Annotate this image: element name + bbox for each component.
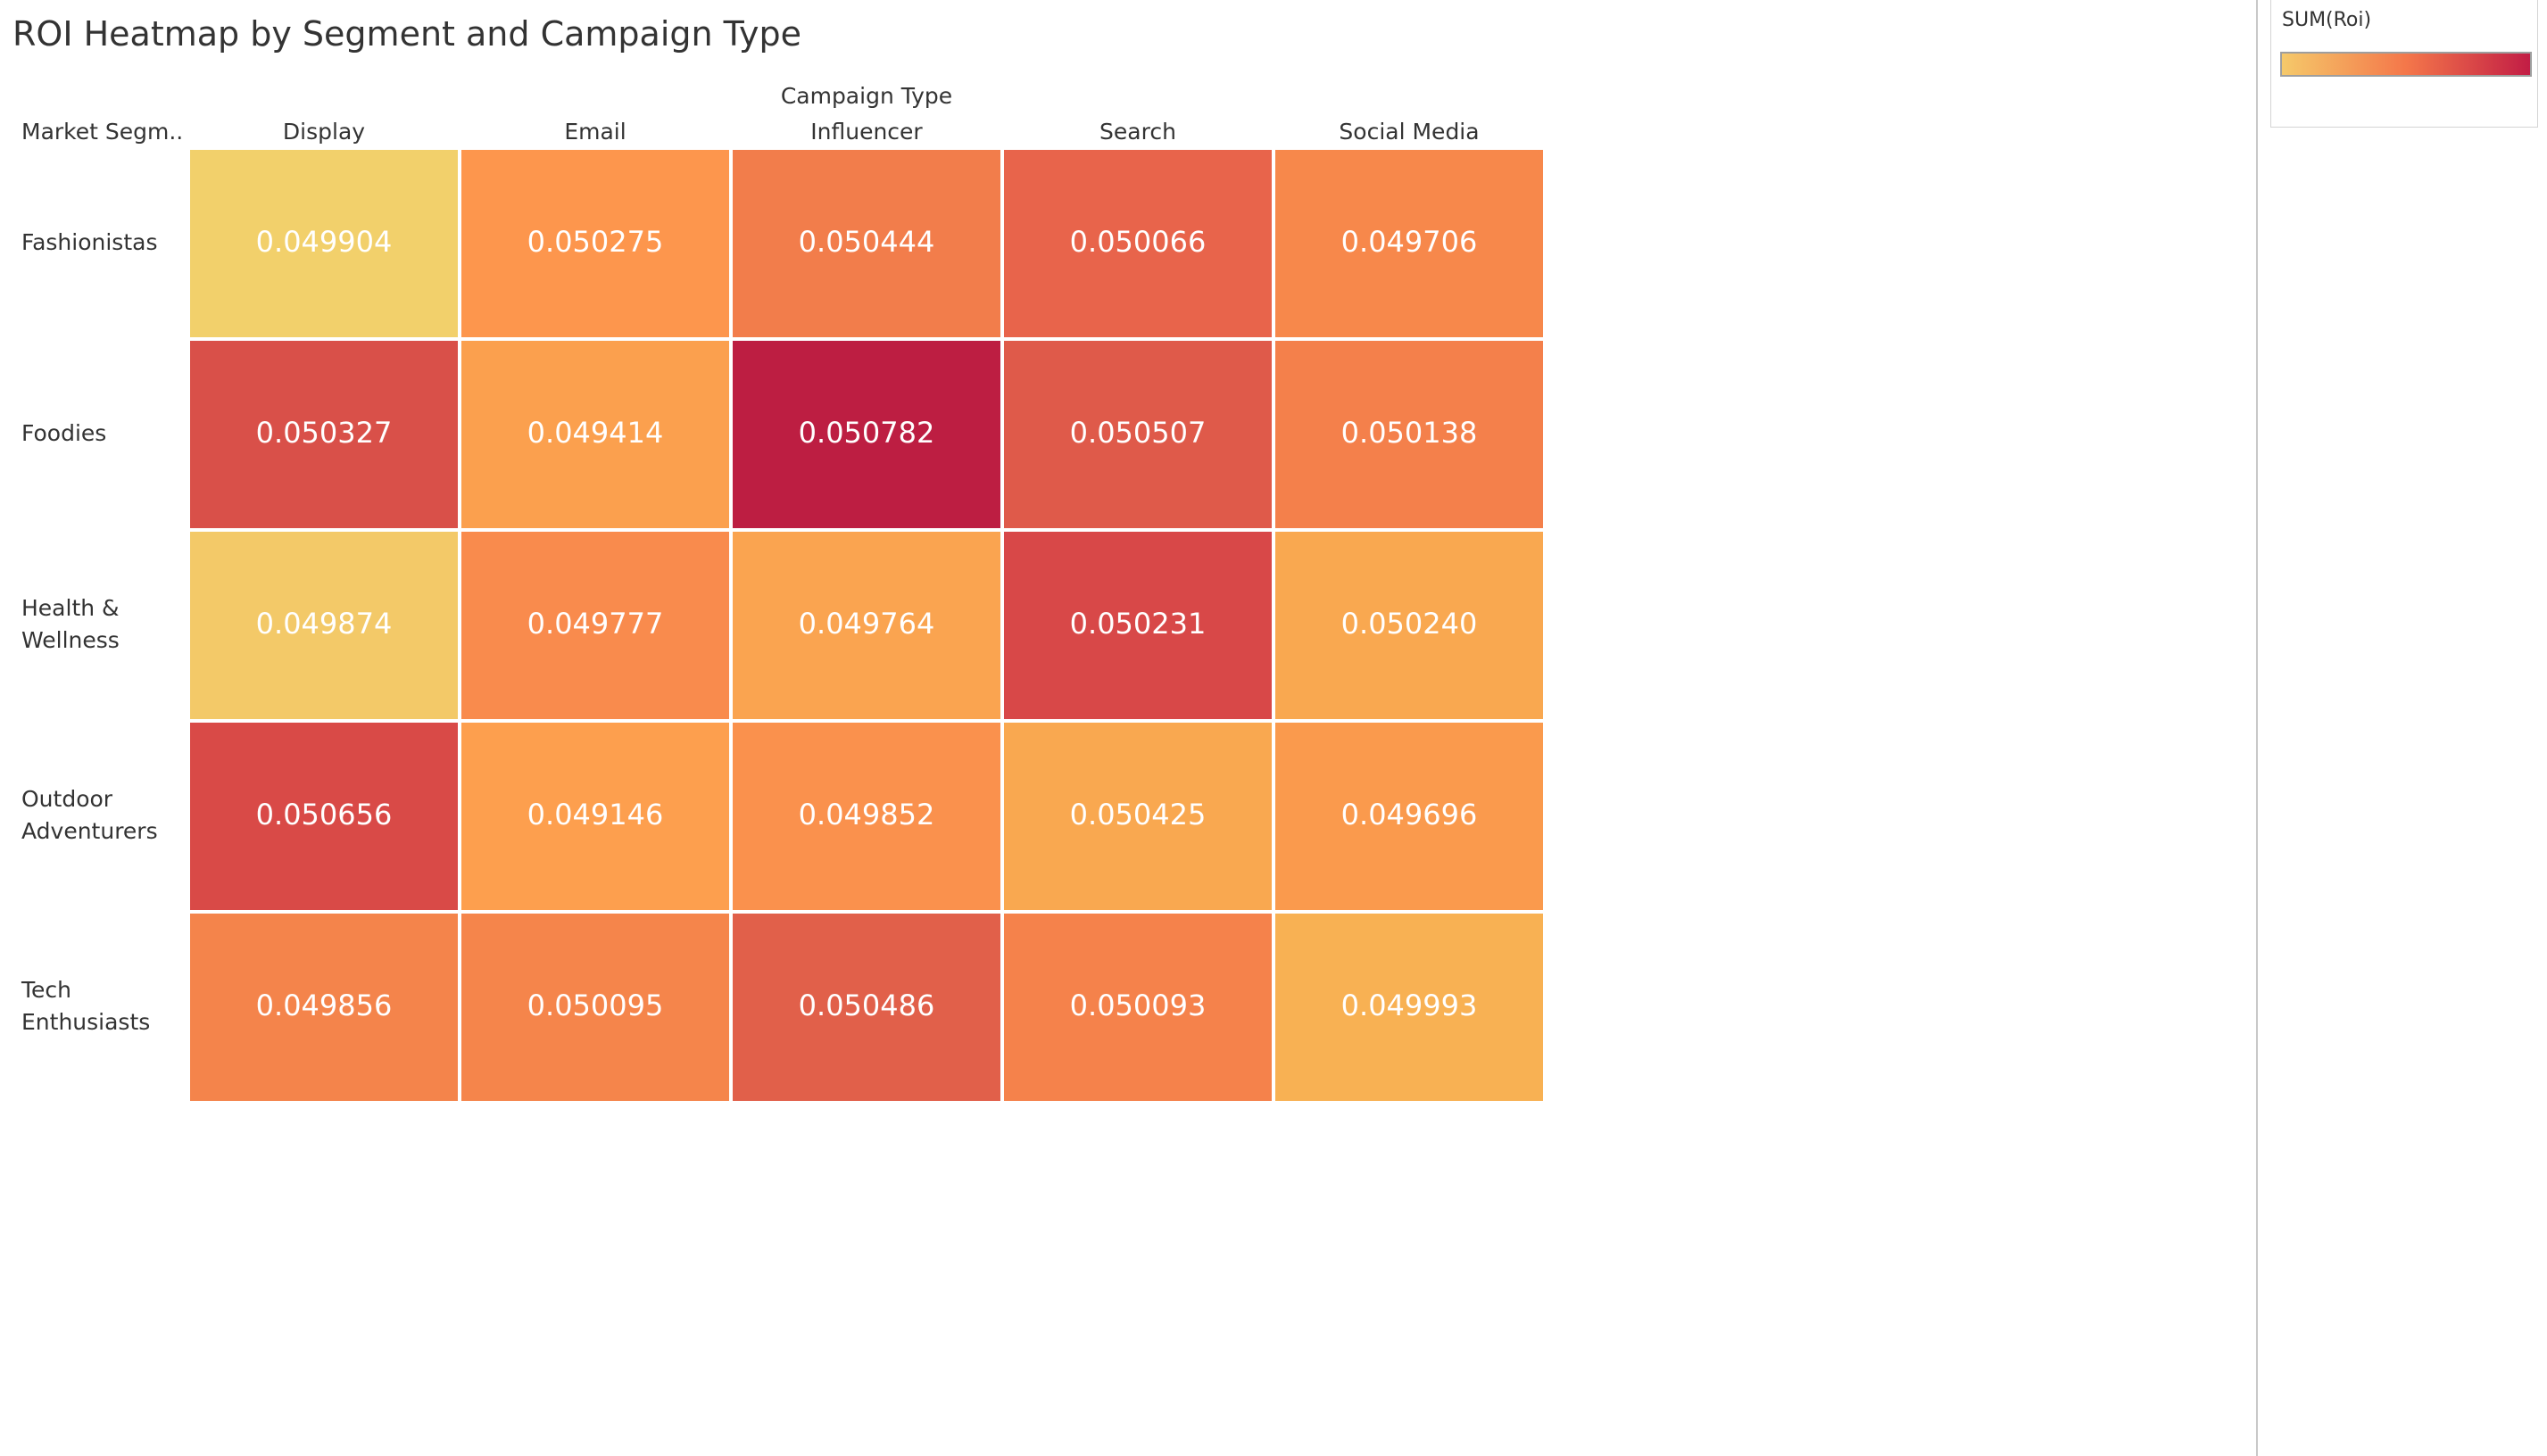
color-legend[interactable]: SUM(Roi): [2270, 0, 2538, 128]
heatmap-cell[interactable]: [733, 532, 1000, 719]
column-header: Email: [564, 119, 626, 145]
heatmap-cell[interactable]: [1275, 914, 1543, 1101]
column-header: Social Media: [1339, 119, 1479, 145]
heatmap-cell[interactable]: [733, 914, 1000, 1101]
heatmap-cell[interactable]: [190, 341, 458, 528]
heatmap-cell[interactable]: [461, 150, 729, 337]
cell-value-label: 0.050093: [1070, 989, 1207, 1022]
cell-value-label: 0.049777: [527, 607, 664, 641]
heatmap-cell[interactable]: [1004, 532, 1272, 719]
cell-value-label: 0.050327: [256, 416, 393, 450]
heatmap-cell[interactable]: [733, 723, 1000, 910]
heatmap-cell[interactable]: [733, 150, 1000, 337]
cell-value-label: 0.049146: [527, 798, 664, 831]
heatmap-chart: Market Segm.. Campaign Type Display Email In…: [21, 83, 1543, 1101]
row-header: Fashionistas: [21, 229, 157, 255]
heatmap-cell[interactable]: [190, 723, 458, 910]
heatmap-cell[interactable]: [1275, 341, 1543, 528]
heatmap-cell[interactable]: [461, 532, 729, 719]
column-field-header: Campaign Type: [781, 83, 952, 109]
cell-value-label: 0.050240: [1341, 607, 1478, 641]
heatmap-cell[interactable]: [190, 150, 458, 337]
row-header: Tech Enthusiasts: [21, 977, 150, 1035]
column-header: Search: [1099, 119, 1176, 145]
heatmap-cell[interactable]: [461, 914, 729, 1101]
cell-value-label: 0.050095: [527, 989, 664, 1022]
cell-value-label: 0.049414: [527, 416, 664, 450]
panel-divider: [2256, 0, 2258, 1456]
heatmap-cell[interactable]: [461, 341, 729, 528]
cell-value-label: 0.049904: [256, 225, 393, 259]
chart-title: ROI Heatmap by Segment and Campaign Type: [12, 14, 801, 54]
cell-value-label: 0.050444: [799, 225, 935, 259]
heatmap-cell[interactable]: [733, 341, 1000, 528]
row-field-header: Market Segm..: [21, 119, 183, 145]
heatmap-cell[interactable]: [1275, 150, 1543, 337]
heatmap-cell[interactable]: [190, 532, 458, 719]
cell-value-label: 0.049874: [256, 607, 393, 641]
heatmap-cell[interactable]: [1004, 341, 1272, 528]
legend-title: SUM(Roi): [2282, 9, 2372, 31]
cell-value-label: 0.049696: [1341, 798, 1478, 831]
heatmap-cell[interactable]: [1275, 723, 1543, 910]
cell-value-label: 0.049764: [799, 607, 935, 641]
cell-value-label: 0.049852: [799, 798, 935, 831]
heatmap-cell[interactable]: [1004, 150, 1272, 337]
row-header: Outdoor Adventurers: [21, 786, 158, 844]
cell-value-label: 0.049993: [1341, 989, 1478, 1022]
heatmap-cell[interactable]: [461, 723, 729, 910]
heatmap-cell[interactable]: [1004, 723, 1272, 910]
heatmap-cell[interactable]: [1275, 532, 1543, 719]
cell-value-label: 0.050507: [1070, 416, 1207, 450]
column-header: Influencer: [810, 119, 923, 145]
cell-value-label: 0.050138: [1341, 416, 1478, 450]
cell-value-label: 0.050425: [1070, 798, 1207, 831]
column-header: Display: [283, 119, 365, 145]
cell-value-label: 0.050486: [799, 989, 935, 1022]
heatmap-cell[interactable]: [190, 914, 458, 1101]
cell-value-label: 0.050782: [799, 416, 935, 450]
legend-color-ramp: [2280, 52, 2532, 77]
heatmap-cell[interactable]: [1004, 914, 1272, 1101]
cell-value-label: 0.050275: [527, 225, 664, 259]
cell-value-label: 0.050656: [256, 798, 393, 831]
cell-value-label: 0.050231: [1070, 607, 1207, 641]
cell-value-label: 0.049856: [256, 989, 393, 1022]
row-header: Health & Wellness: [21, 595, 120, 653]
cell-value-label: 0.050066: [1070, 225, 1207, 259]
cell-value-label: 0.049706: [1341, 225, 1478, 259]
row-header: Foodies: [21, 420, 106, 446]
